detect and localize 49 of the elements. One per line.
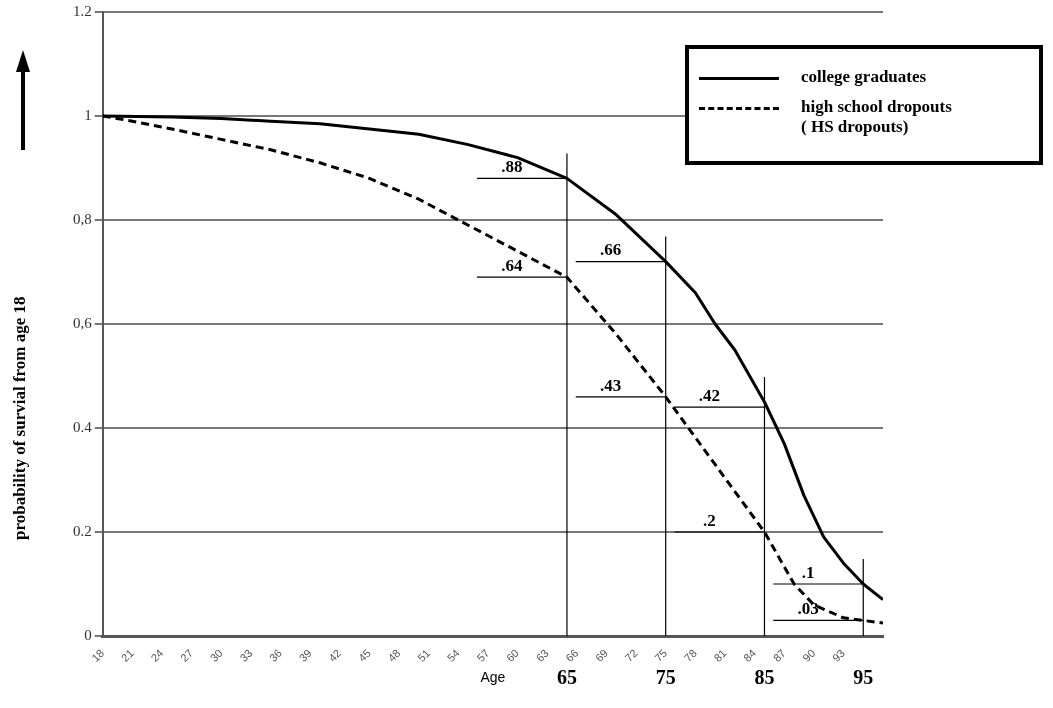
x-tick-label: 24: [148, 646, 166, 664]
annotation: .88: [501, 157, 523, 177]
x-tick-label: 33: [237, 646, 255, 664]
y-tick-label: 0.4: [73, 418, 93, 435]
annotation: .2: [703, 510, 716, 530]
y-tick-label: 0.2: [73, 522, 92, 539]
annotation: .42: [698, 386, 721, 406]
x-tick-label: 69: [592, 646, 611, 664]
ref-line-label: 65: [556, 666, 577, 689]
x-tick-label: 27: [178, 646, 196, 664]
annotation: .64: [501, 256, 524, 276]
y-tick-label: 0: [84, 626, 92, 643]
x-tick-label: 60: [503, 646, 522, 664]
annotation: .03: [797, 599, 819, 619]
x-tick-label: 30: [207, 646, 225, 664]
y-tick-label: 1: [84, 106, 92, 123]
x-tick-label: 90: [800, 646, 818, 664]
x-tick-label: 54: [444, 646, 462, 664]
x-tick-label: 18: [89, 646, 107, 664]
x-tick-label: 36: [266, 646, 285, 664]
x-tick-label: 45: [355, 646, 373, 664]
ref-line-label: 85: [754, 666, 775, 689]
x-tick-label: 78: [681, 646, 699, 664]
x-tick-label: 87: [770, 646, 788, 664]
x-tick-label: 21: [118, 646, 136, 664]
annotation: .66: [600, 240, 622, 260]
x-axis-title: Age: [480, 669, 506, 686]
legend-label: college graduates: [801, 67, 927, 87]
x-tick-label: 42: [326, 646, 344, 664]
x-tick-label: 39: [296, 646, 314, 664]
annotation: .1: [801, 562, 815, 582]
x-tick-label: 66: [563, 646, 581, 664]
ref-line-label: 95: [853, 666, 874, 689]
x-tick-label: 93: [829, 646, 848, 664]
legend-label: high school dropouts ( HS dropouts): [801, 97, 952, 137]
x-tick-label: 84: [741, 646, 759, 664]
x-tick-label: 75: [652, 646, 670, 664]
y-tick-label: 1.2: [73, 2, 92, 19]
x-tick-label: 72: [622, 646, 640, 664]
x-tick-label: 57: [474, 646, 492, 664]
ref-line-label: 75: [655, 666, 676, 689]
y-tick-label: 0,8: [73, 210, 92, 227]
x-tick-label: 48: [385, 646, 403, 664]
x-tick-label: 81: [711, 646, 729, 664]
y-tick-label: 0,6: [73, 314, 93, 331]
annotation: .43: [600, 375, 622, 395]
x-tick-label: 51: [415, 646, 433, 664]
y-axis-title: probability of survial from age 18: [10, 296, 30, 540]
x-tick-label: 63: [533, 646, 551, 664]
